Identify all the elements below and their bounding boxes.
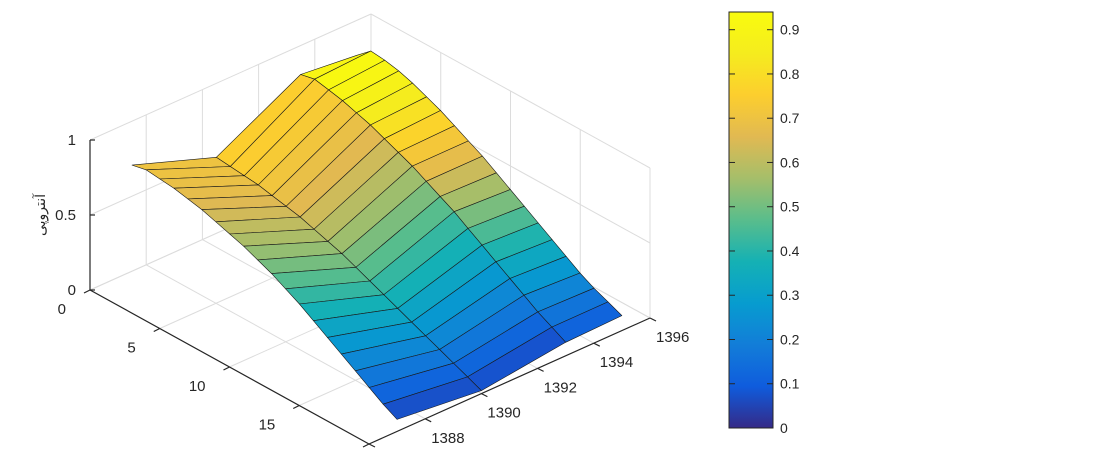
colorbar-tick-label-6: 0.6 (780, 154, 800, 170)
z-axis-label: آنتروپی (32, 193, 49, 236)
colorbar: 0 0.1 0.2 0.3 0.4 0.5 0.6 0.7 0.8 0.9 (729, 12, 800, 436)
colorbar-tick-label-2: 0.2 (780, 331, 800, 347)
x-tick-label-5: 1396 (656, 329, 689, 346)
x-tick-mark-4 (594, 343, 600, 346)
y-tick-mark-2 (224, 367, 230, 370)
y-tick-label-3: 15 (259, 417, 276, 434)
colorbar-tick-label-5: 0.5 (780, 199, 800, 215)
x-tick-mark-0 (369, 444, 375, 447)
y-tick-label-0: 0 (58, 301, 66, 318)
y-tick-mark-1 (154, 329, 160, 332)
y-tick-mark-4 (363, 444, 369, 447)
colorbar-gradient (729, 12, 773, 428)
x-tick-label-4: 1394 (600, 354, 633, 371)
z-tick-label-0: 0 (68, 282, 76, 299)
y-tick-label-2: 10 (189, 378, 206, 395)
z-tick-label-1: 0.5 (55, 207, 76, 224)
colorbar-tick-label-4: 0.4 (780, 243, 800, 259)
colorbar-tick-label-7: 0.7 (780, 110, 800, 126)
x-tick-mark-3 (538, 368, 544, 371)
x-tick-label-1: 1388 (431, 430, 464, 447)
y-tick-label-1: 5 (127, 340, 135, 357)
x-tick-label-3: 1392 (544, 379, 577, 396)
y-tick-mark-0 (84, 290, 90, 293)
colorbar-tick-label-0: 0 (780, 420, 788, 436)
z-tick-label-2: 1 (68, 132, 76, 149)
y-tick-mark-3 (293, 406, 299, 409)
x-tick-label-2: 1390 (487, 405, 520, 422)
colorbar-tick-label-9: 0.9 (780, 22, 800, 38)
colorbar-tick-label-3: 0.3 (780, 287, 800, 303)
colorbar-tick-label-1: 0.1 (780, 376, 800, 392)
x-tick-mark-5 (650, 318, 656, 321)
colorbar-tick-label-8: 0.8 (780, 66, 800, 82)
x-tick-mark-1 (425, 419, 431, 422)
x-tick-mark-2 (481, 394, 487, 397)
